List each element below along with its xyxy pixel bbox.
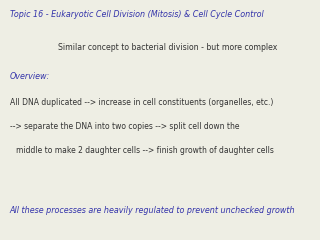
- Text: All DNA duplicated --> increase in cell constituents (organelles, etc.): All DNA duplicated --> increase in cell …: [10, 98, 273, 108]
- Text: Overview:: Overview:: [10, 72, 50, 81]
- Text: Topic 16 - Eukaryotic Cell Division (Mitosis) & Cell Cycle Control: Topic 16 - Eukaryotic Cell Division (Mit…: [10, 10, 263, 19]
- Text: Similar concept to bacterial division - but more complex: Similar concept to bacterial division - …: [58, 43, 277, 52]
- Text: middle to make 2 daughter cells --> finish growth of daughter cells: middle to make 2 daughter cells --> fini…: [16, 146, 274, 156]
- Text: --> separate the DNA into two copies --> split cell down the: --> separate the DNA into two copies -->…: [10, 122, 239, 132]
- Text: All these processes are heavily regulated to prevent unchecked growth: All these processes are heavily regulate…: [10, 206, 295, 216]
